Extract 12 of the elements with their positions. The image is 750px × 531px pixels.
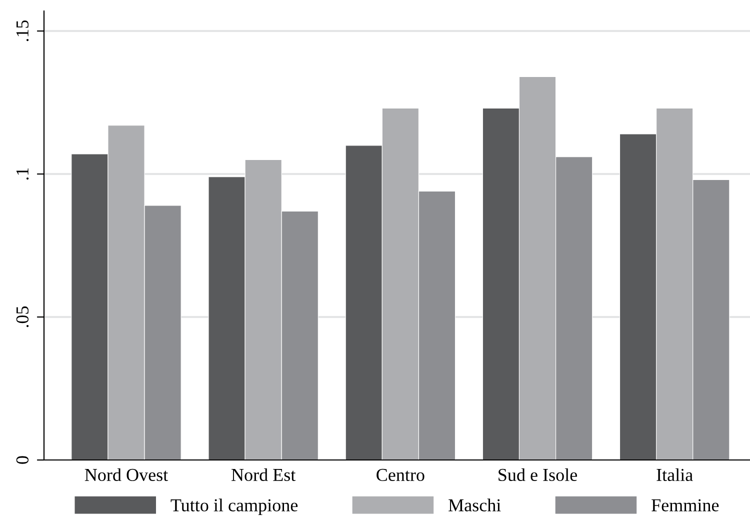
- y-tick-label: 0: [16, 456, 29, 464]
- y-tick-label: .15: [16, 20, 29, 42]
- x-tick-label: Italia: [656, 468, 693, 482]
- legend-label: Tutto il campione: [170, 498, 298, 516]
- x-tick-label: Nord Ovest: [84, 468, 168, 482]
- x-tick-label: Nord Est: [232, 468, 296, 482]
- legend-label: Maschi: [448, 498, 501, 512]
- x-tick-label: Sud e Isole: [498, 468, 578, 482]
- x-tick-label: Centro: [376, 468, 424, 482]
- legend-label: Femmine: [652, 499, 719, 512]
- y-tick-label: .05: [16, 306, 29, 328]
- y-tick-label: .1: [16, 168, 29, 180]
